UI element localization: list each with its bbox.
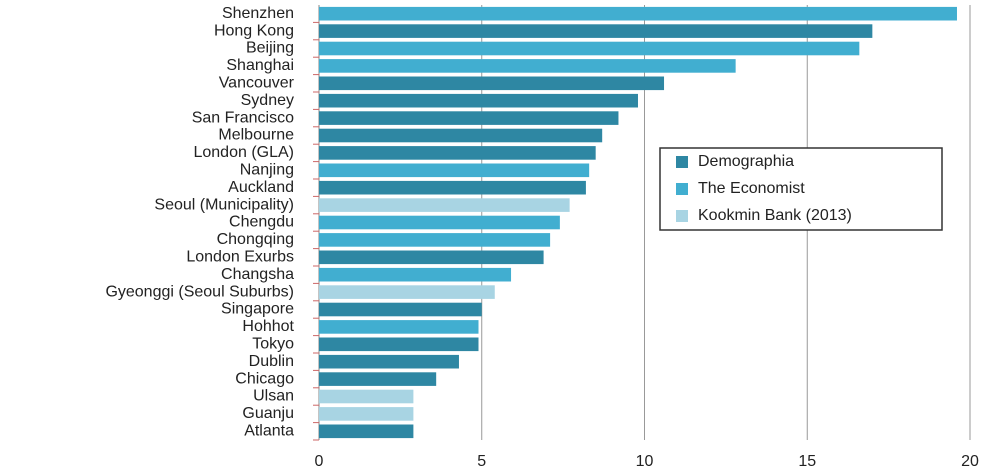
bar <box>319 285 495 299</box>
bar <box>319 41 860 56</box>
bar <box>319 198 570 212</box>
legend-swatch <box>676 156 688 168</box>
y-tick-label: Hong Kong <box>214 22 294 39</box>
bar <box>319 146 596 160</box>
bar <box>319 267 512 282</box>
x-tick-label: 0 <box>315 453 324 470</box>
y-tick-label: Gyeonggi (Seoul Suburbs) <box>105 283 294 300</box>
bar <box>319 163 590 178</box>
y-tick-label: Shanghai <box>226 57 294 74</box>
legend-label: Kookmin Bank (2013) <box>698 207 852 224</box>
bar <box>319 111 619 125</box>
legend-swatch <box>676 183 688 195</box>
y-tick-label: Hohhot <box>242 318 294 335</box>
y-tick-label: Seoul (Municipality) <box>154 196 294 213</box>
y-tick-label: Melbourne <box>218 127 294 144</box>
bar <box>319 215 560 230</box>
bar <box>319 354 459 369</box>
y-tick-label: San Francisco <box>192 109 294 126</box>
y-tick-label: Auckland <box>228 179 294 196</box>
y-tick-label: Tokyo <box>252 336 294 353</box>
bar <box>319 59 736 73</box>
legend-label: The Economist <box>698 180 805 197</box>
bar <box>319 6 957 21</box>
legend-label: Demographia <box>698 153 794 170</box>
y-tick-label: London (GLA) <box>193 144 294 161</box>
bar <box>319 233 551 247</box>
y-tick-label: Beijing <box>246 40 294 57</box>
y-tick-label: Guanju <box>242 405 294 422</box>
bar <box>319 337 479 352</box>
bar <box>319 302 482 317</box>
y-tick-label: Vancouver <box>219 75 295 92</box>
y-tick-label: Sydney <box>241 92 294 109</box>
y-tick-label: Atlanta <box>244 423 294 440</box>
bar <box>319 76 665 91</box>
legend-box <box>659 147 943 231</box>
y-tick-label: Chongqing <box>217 231 294 248</box>
y-tick-label: Shenzhen <box>222 5 294 22</box>
bar <box>319 180 586 195</box>
y-tick-label: Chengdu <box>229 214 294 231</box>
y-tick-label: Singapore <box>221 301 294 318</box>
x-tick-label: 5 <box>477 453 486 470</box>
bar <box>319 93 638 108</box>
y-tick-label: Nanjing <box>240 162 294 179</box>
bar <box>319 250 544 265</box>
bar <box>319 424 414 439</box>
bar <box>319 128 603 143</box>
y-tick-label: London Exurbs <box>186 249 294 266</box>
bar <box>319 407 414 421</box>
y-tick-label: Changsha <box>221 266 294 283</box>
y-tick-label: Chicago <box>235 370 294 387</box>
x-tick-label: 20 <box>961 453 979 470</box>
y-tick-label: Dublin <box>249 353 294 370</box>
bar <box>319 372 437 386</box>
legend-swatch <box>676 210 688 222</box>
bar <box>319 389 414 404</box>
bar <box>319 24 873 38</box>
x-tick-label: 10 <box>636 453 654 470</box>
x-tick-label: 15 <box>798 453 816 470</box>
bar <box>319 320 479 334</box>
y-tick-label: Ulsan <box>253 388 294 405</box>
